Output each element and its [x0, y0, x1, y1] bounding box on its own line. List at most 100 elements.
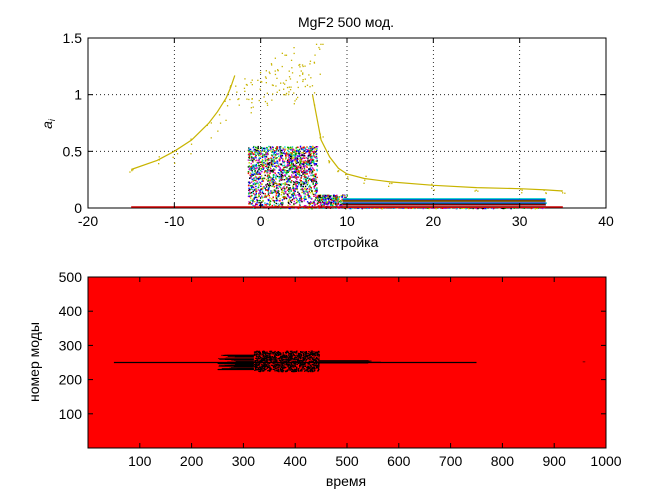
envelope-point [131, 170, 133, 172]
cluster-point [308, 186, 310, 188]
cluster-point [316, 153, 318, 155]
cluster-point [288, 190, 290, 192]
cluster-point [270, 160, 272, 162]
mode-blob-point [294, 369, 297, 371]
mode-blob-point [302, 354, 305, 356]
cluster-point [298, 169, 301, 172]
cluster-point [313, 146, 316, 149]
cluster-point [263, 177, 265, 179]
cluster-point [254, 173, 256, 175]
cluster-point [330, 195, 332, 197]
cluster-point [289, 176, 292, 178]
mode-blob-point [280, 358, 283, 360]
cluster-point [482, 207, 484, 209]
cluster-point [336, 195, 338, 198]
envelope-point [293, 47, 295, 49]
envelope-point [309, 86, 311, 88]
envelope-point [190, 138, 192, 140]
mode-blob-point [262, 355, 264, 357]
envelope-point [338, 170, 340, 172]
cluster-point [297, 200, 299, 202]
cluster-point [331, 199, 333, 201]
cluster-point [268, 185, 270, 188]
mode-blob-point [308, 357, 310, 359]
mode-blob-point [292, 366, 294, 368]
cluster-point [266, 152, 269, 154]
mode-blob-point [272, 362, 274, 364]
cluster-point [297, 194, 299, 196]
cluster-point [292, 186, 294, 188]
cluster-point [315, 148, 317, 151]
cluster-point [298, 150, 300, 153]
envelope-point [302, 65, 304, 68]
mode-blob-point [266, 352, 268, 354]
cluster-point [287, 158, 289, 161]
mode-blob-point [304, 352, 307, 354]
cluster-point [255, 149, 257, 152]
cluster-point [304, 172, 306, 175]
cluster-point [279, 172, 281, 174]
envelope-point [210, 122, 212, 124]
cluster-point [275, 148, 278, 150]
cluster-point [313, 153, 315, 155]
cluster-point [263, 185, 265, 188]
mode-blob-point [300, 351, 302, 353]
cluster-point [459, 207, 461, 210]
cluster-point [298, 173, 300, 176]
mode-blob-point [311, 361, 314, 363]
mode-blob-point [316, 364, 319, 367]
envelope-point [243, 87, 246, 89]
envelope-point [364, 179, 366, 181]
mode-blob-point [261, 367, 263, 369]
cluster-point [276, 190, 278, 192]
cluster-point [255, 203, 257, 205]
cluster-point [265, 189, 267, 191]
mode-blob-point [310, 365, 312, 367]
mode-blob-point [285, 364, 287, 366]
cluster-point [256, 171, 258, 174]
mode-blob-point [305, 354, 307, 356]
mode-blob-point [262, 353, 264, 355]
cluster-point [252, 153, 254, 155]
cluster-point [307, 163, 309, 166]
mode-blob-point [279, 365, 282, 367]
cluster-point [310, 152, 312, 154]
mode-blob-point [308, 363, 310, 365]
cluster-point [295, 199, 298, 202]
mode-blob-point [280, 370, 282, 372]
mode-blob-point [318, 356, 320, 358]
cluster-point [261, 204, 264, 206]
cluster-point [264, 196, 266, 198]
mode-blob-point [270, 352, 272, 354]
cluster-point [270, 165, 272, 167]
mode-blob-point [285, 362, 288, 365]
cluster-point [290, 162, 293, 164]
cluster-point [283, 186, 285, 188]
mode-blob-point [287, 360, 290, 362]
cluster-point [275, 196, 277, 198]
cluster-point [273, 182, 275, 184]
mode-blob-point [258, 355, 260, 357]
mode-blob-point [261, 369, 263, 371]
cluster-point [294, 158, 297, 160]
envelope-point [265, 77, 267, 79]
envelope-point [277, 70, 279, 72]
mode-blob-point [310, 356, 313, 358]
cluster-point [276, 200, 278, 202]
cluster-point [335, 202, 337, 204]
mode-blob-point [297, 369, 300, 372]
cluster-point [283, 190, 285, 192]
mode-blob-point [265, 368, 267, 370]
cluster-point [251, 188, 254, 191]
mode-blob-point [265, 365, 267, 367]
mode-blob-point [313, 363, 315, 365]
cluster-point [315, 177, 317, 179]
cluster-point [263, 165, 265, 167]
cluster-point [282, 161, 284, 164]
cluster-point [493, 207, 495, 209]
mode-blob-point [290, 353, 292, 356]
cluster-point [296, 150, 298, 152]
mode-blob-point [294, 351, 296, 353]
cluster-point [295, 197, 297, 199]
envelope-point [251, 98, 253, 100]
